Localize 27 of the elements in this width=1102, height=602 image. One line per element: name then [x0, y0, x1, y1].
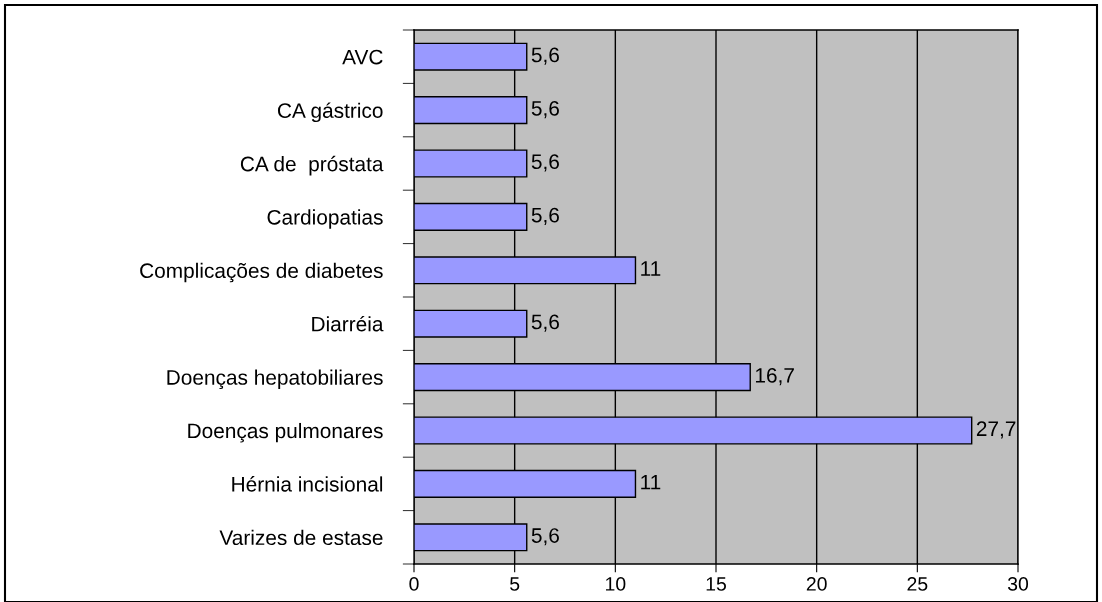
x-tick-label: 30 [1007, 577, 1029, 591]
x-tick-label: 10 [606, 577, 626, 591]
x-tick-label: 20 [806, 577, 827, 591]
data-label: 5,6 [531, 154, 559, 172]
data-label: 27,7 [976, 421, 1016, 439]
data-label: 5,6 [531, 100, 559, 119]
data-label: 5,6 [531, 528, 559, 546]
data-label: 11 [641, 261, 661, 276]
y-tick-label: Complicações de diabetes [140, 262, 383, 283]
data-label: 5,6 [531, 47, 559, 65]
x-tick-label: 0 [409, 577, 419, 591]
data-label: 5,6 [531, 207, 559, 225]
y-tick-label: Hérnia incisional [232, 476, 383, 492]
y-tick-label: Diarréia [312, 315, 384, 332]
x-tick-label: 15 [706, 577, 726, 591]
y-tick-label: Doenças hepatobiliares [167, 369, 383, 390]
y-tick-label: Doenças pulmonares [188, 422, 383, 443]
x-tick-label: 5 [510, 577, 520, 591]
y-tick-label: CA gástrico [277, 102, 383, 123]
x-tick-label: 25 [907, 577, 928, 591]
data-label: 16,7 [755, 367, 794, 386]
data-label: 11 [641, 474, 661, 490]
y-tick-label: AVC [342, 49, 383, 65]
y-tick-label: CA de próstata [240, 155, 384, 176]
y-tick-label: Cardiopatias [267, 209, 383, 229]
y-tick-label: Varizes de estase [219, 529, 383, 546]
data-label: 5,6 [531, 314, 559, 332]
